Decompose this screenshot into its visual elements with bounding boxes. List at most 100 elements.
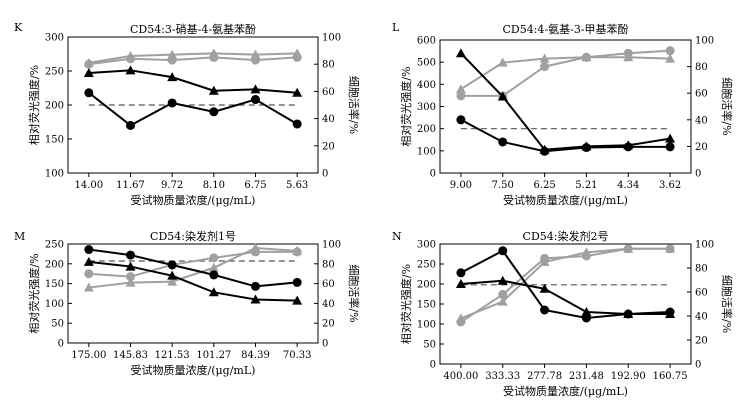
series-line-rfi-circle [88,248,298,288]
data-point-rfi-triangle [125,261,136,271]
plot-frame [67,243,319,344]
x-tick-label: 3.62 [659,180,681,191]
data-point-rfi-triangle [167,72,178,82]
data-point-viability-triangle [581,247,592,257]
y2-tick-label: 100 [695,36,714,47]
data-point-rfi-triangle [539,283,550,293]
y-tick-label: 100 [45,299,64,310]
y-tick-label: 400 [417,80,436,91]
data-point-rfi-circle [167,260,177,270]
y2-tick-label: 60 [695,288,708,299]
data-point-rfi-triangle [250,294,261,304]
x-tick-label: 11.67 [116,180,145,191]
data-point-viability-triangle [208,262,219,272]
plot-frame [439,243,692,365]
y2-tick-label: 80 [695,264,708,275]
data-point-viability-triangle [167,276,178,286]
x-tick-label: 277.78 [527,371,562,382]
series-line-viability-circle [88,56,298,66]
x-tick-label: 6.25 [533,180,555,191]
x-tick-label: 4.34 [617,180,639,191]
y-tick-label: 600 [417,36,436,47]
data-point-viability-triangle [581,52,592,62]
data-point-viability-triangle [497,296,508,306]
data-point-rfi-triangle [83,68,94,78]
y-tick-label: 250 [417,260,436,271]
y-tick-label: 150 [417,300,436,311]
y2-axis-label: 细胞活率/% [720,275,734,333]
data-point-viability-triangle [497,57,508,67]
x-tick-label: 121.53 [155,350,190,361]
data-point-viability-triangle [455,84,466,94]
data-point-rfi-circle [84,245,94,255]
data-point-rfi-triangle [250,84,261,94]
data-point-viability-circle [665,46,675,56]
data-point-viability-circle [498,289,508,299]
x-tick-label: 6.75 [244,180,266,191]
series-line-viability-triangle [460,56,671,91]
panel-M: M CD54:染发剂1号 0 50 100 150 200 250 0 20 40 60 80 100 17… [14,229,361,377]
data-point-viability-triangle [539,53,550,63]
y2-tick-label: 40 [695,115,708,126]
data-point-viability-triangle [623,52,634,62]
x-axis-label: 受试物质量浓度/(μg/mL) [503,193,628,207]
y-tick-label: 500 [417,58,436,69]
x-tick-label: 9.00 [450,180,472,191]
data-point-rfi-circle [498,137,508,147]
y2-tick-label: 0 [322,339,328,350]
y-tick-label: 0 [430,360,436,371]
data-point-rfi-circle [456,268,466,278]
series-line-rfi-triangle [460,279,671,315]
y-axis-label: 相对荧光强度/% [399,264,413,344]
panel-label: M [14,230,25,243]
y2-axis-label: 细胞活率/% [720,77,734,135]
y2-tick-label: 100 [322,33,341,44]
x-tick-label: 8.10 [203,180,225,191]
x-tick-label: 101.27 [196,350,231,361]
data-point-rfi-triangle [208,287,219,297]
y-axis-label: 相对荧光强度/% [27,253,41,333]
y2-tick-label: 60 [322,87,335,98]
y-tick-label: 0 [430,169,436,180]
x-tick-label: 175.00 [71,350,106,361]
data-point-rfi-circle [665,142,675,152]
data-point-rfi-triangle [292,87,303,97]
y-tick-label: 50 [51,319,64,330]
series-line-viability-circle [460,49,671,97]
data-point-viability-triangle [292,245,303,255]
data-point-viability-circle [84,269,94,279]
series-line-viability-triangle [88,246,298,289]
data-point-rfi-circle [251,281,260,291]
panel-K: K CD54:3-硝基-4-氨基苯酚 100 150 200 250 300 0 20 40 60 8… [14,21,361,207]
data-point-rfi-triangle [497,275,508,285]
series-line-viability-triangle [88,52,298,64]
data-point-rfi-circle [209,107,219,117]
panel-N: N CD54:染发剂2号 0 50 100 150 200 250 300 0 20 40 60 80 10… [392,229,734,398]
data-point-viability-triangle [83,282,94,292]
x-axis-label: 受试物质量浓度/(μg/mL) [503,384,628,398]
data-point-viability-triangle [250,242,261,252]
data-point-viability-circle [209,253,219,263]
data-point-rfi-triangle [581,307,592,316]
y2-tick-label: 0 [695,360,701,371]
data-point-viability-triangle [167,49,178,59]
y-tick-label: 300 [417,240,436,251]
data-point-viability-triangle [665,53,676,63]
series-line-viability-triangle [460,247,671,320]
data-point-rfi-circle [665,307,675,317]
y2-tick-label: 80 [695,62,708,73]
data-point-rfi-circle [540,305,550,315]
y2-tick-label: 40 [695,312,708,323]
data-point-viability-triangle [83,57,94,67]
data-point-rfi-circle [167,98,177,108]
data-point-rfi-circle [292,119,302,129]
data-point-rfi-triangle [83,256,94,266]
series-line-rfi-triangle [88,260,298,302]
y2-tick-label: 40 [322,299,335,310]
y-tick-label: 200 [45,259,64,270]
y2-tick-label: 100 [322,240,341,251]
y2-tick-label: 100 [695,240,714,251]
y-tick-label: 300 [45,33,64,44]
data-point-rfi-circle [209,270,219,280]
